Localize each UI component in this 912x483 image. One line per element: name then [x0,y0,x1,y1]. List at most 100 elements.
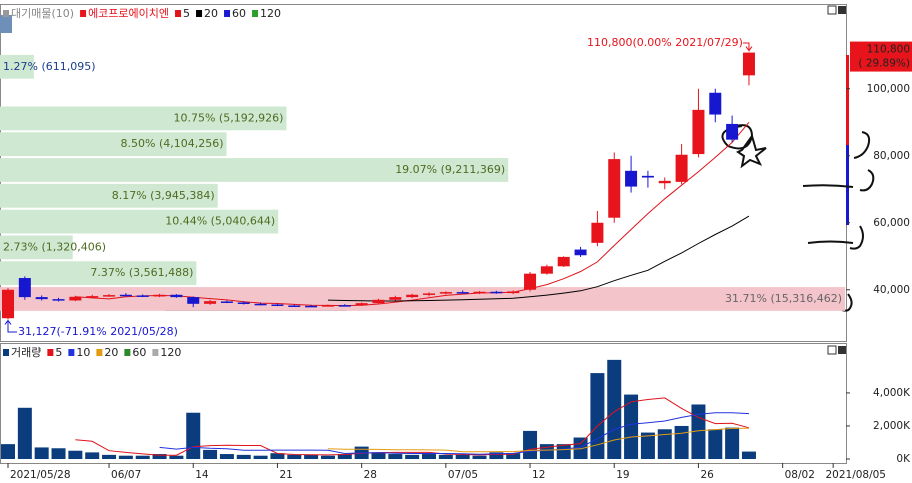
legend-entry: 10 [76,346,90,359]
x-tick-label: 21 [279,469,292,481]
candle-body [338,305,351,307]
range-bar [846,55,849,145]
volume-bar [556,444,571,459]
x-tick-label: 19 [616,469,629,481]
candle-body [557,256,570,267]
annotation-arrow [4,320,17,333]
profile-bar [0,132,227,157]
x-tick-label: 2021/05/28 [10,469,71,481]
volume-bar [203,449,218,459]
ma-line [159,412,750,455]
volume-bar [573,437,588,459]
candle-body [709,92,722,115]
volume-bar [102,454,117,459]
profile-bar [0,158,509,182]
volume-bar [304,454,319,459]
legend-swatch [68,349,75,356]
candle-body [507,291,520,294]
candle-body [406,294,419,298]
pane-button[interactable] [838,6,846,14]
volume-bar [287,454,302,459]
y-tick-label: 2,000K [873,420,911,432]
side-button[interactable] [0,15,12,33]
y-tick-label: 60,000 [873,217,910,229]
volume-bar [236,454,251,459]
volume-bar [624,394,639,459]
volume-bar [388,454,403,459]
candle-body [254,303,267,306]
range-bar [846,145,849,225]
candle-body [18,278,31,298]
profile-label: 19.07% (9,211,369) [395,163,505,176]
candle-body [372,299,385,304]
pane-button[interactable] [838,346,846,354]
volume-bar [674,425,689,459]
x-tick-label: 12 [532,469,545,481]
candle-body [389,297,402,300]
last-price: 110,800 [867,44,910,56]
candle-body [540,266,553,274]
pane-button[interactable] [827,345,837,355]
candle-body [692,109,705,155]
volume-bar [691,404,706,459]
legend-entry: 20 [104,346,118,359]
profile-bar [0,209,279,234]
volume-bar [725,427,740,459]
candle-body [439,292,452,294]
legend-swatch [175,10,182,17]
x-tick-label: 28 [364,469,377,481]
y-tick-label: 0K [896,453,911,465]
legend-entry: 120 [160,346,181,359]
ma-line [327,427,750,453]
volume-bar [489,452,504,459]
candle-body [355,303,368,306]
volume-bar [607,359,622,459]
pane-button[interactable] [827,5,837,15]
x-tick-label: 07/05 [448,469,478,481]
candle-body [625,170,638,187]
volume-bar [506,453,521,459]
candle-body [641,175,654,178]
hand-drawing [721,124,875,312]
candle-body [52,299,65,301]
volume-bar [17,407,32,459]
profile-bar [0,106,287,131]
y-tick-label: 100,000 [867,83,910,95]
volume-bar [422,454,436,459]
candle-body [103,295,116,297]
candle-body [170,294,183,298]
legend-swatch [152,349,159,356]
x-tick-label: 2021/08/05 [825,469,886,481]
x-tick-label: 26 [700,469,714,481]
volume-bar [438,454,453,459]
legend-swatch [252,10,259,17]
legend-title: 거래량 [11,346,41,359]
volume-bar [253,455,268,459]
volume-bar [152,454,167,459]
volume-pane [0,343,847,464]
high-annotation: 110,800(0.00% 2021/07/29) [587,36,743,49]
legend-swatch [96,349,103,356]
profile-label: 10.44% (5,040,644) [165,215,275,228]
profile-label: 31.71% (15,316,462) [725,292,842,305]
volume-bar [337,454,352,459]
volume-bar [118,455,133,459]
profile-bar [0,235,73,260]
candle-body [321,305,334,307]
x-tick-label: 14 [195,469,209,481]
ma-line [75,397,750,456]
candle-body [423,293,435,295]
volume-bar [320,455,335,459]
volume-bar [68,450,83,459]
candle-body [608,159,621,218]
volume-bar [708,429,723,459]
last-price-box [850,41,912,72]
legend-swatch [224,10,231,17]
volume-bar [135,455,150,459]
candle-body [524,273,537,290]
candle-body [119,294,132,297]
candle-body [305,305,318,308]
volume-bar [657,429,672,459]
candle-body [136,295,149,297]
